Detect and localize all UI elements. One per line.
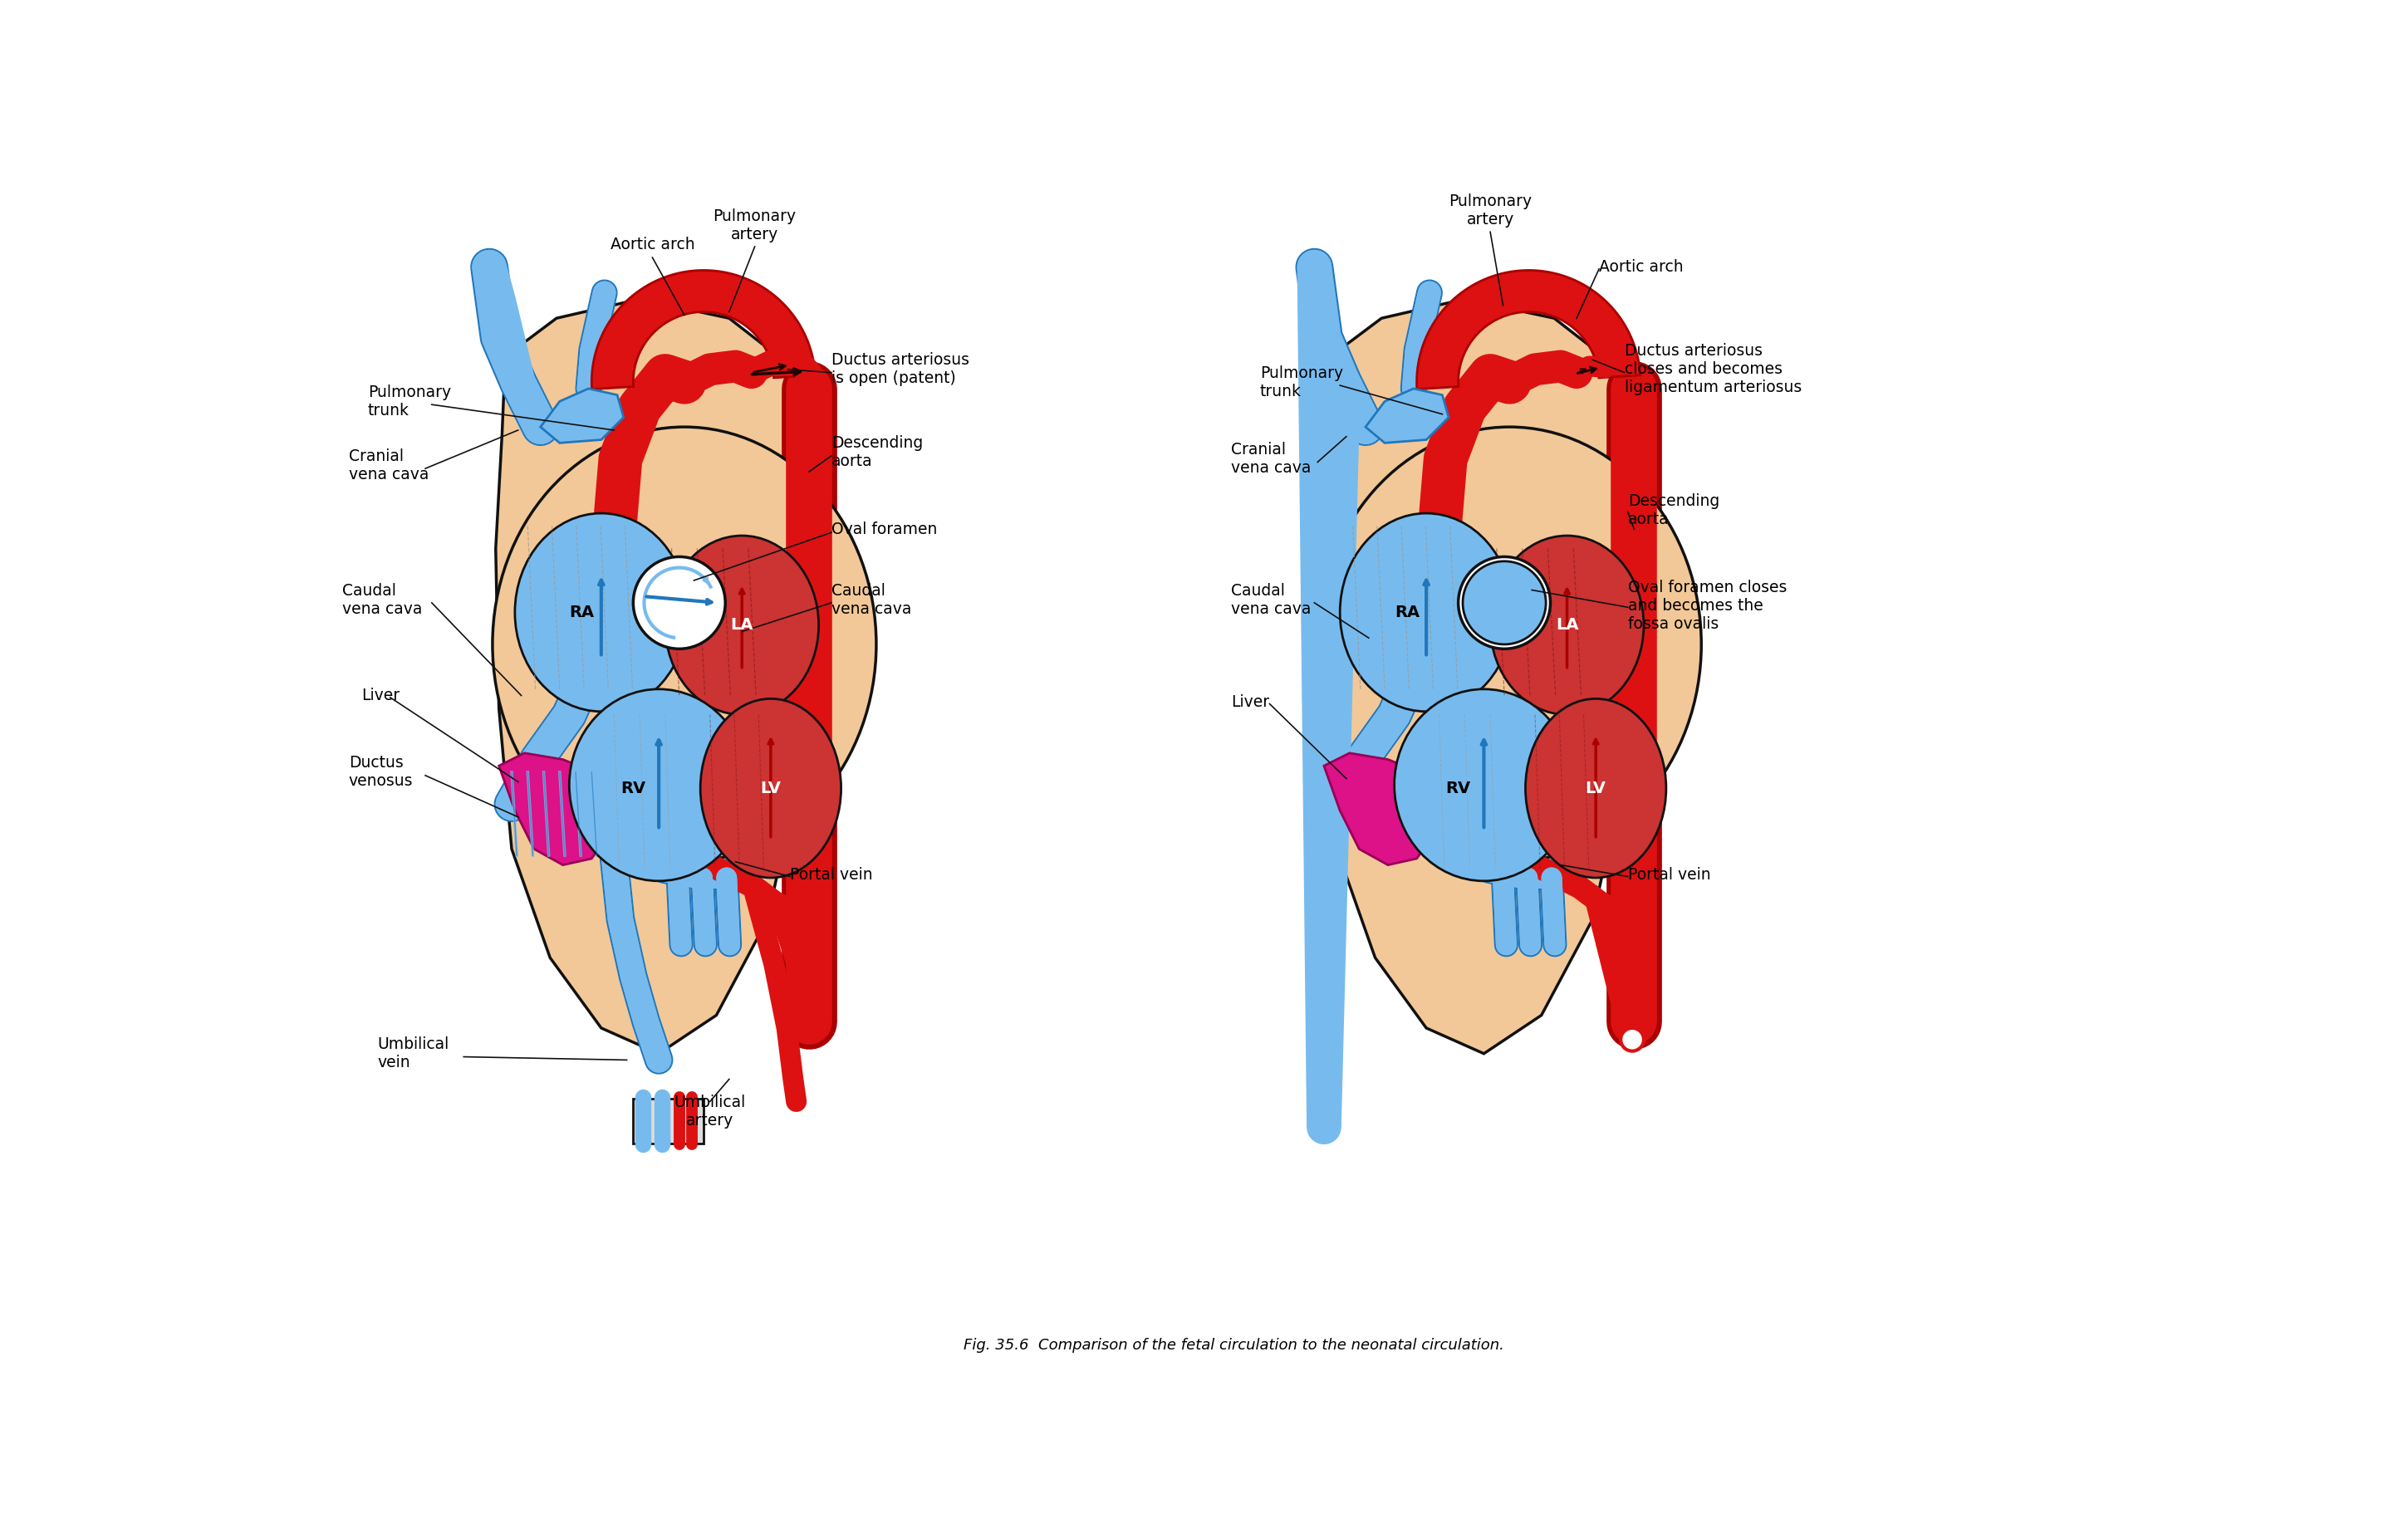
Text: Oval foramen closes
and becomes the
fossa ovalis: Oval foramen closes and becomes the foss… bbox=[1628, 579, 1787, 632]
Polygon shape bbox=[1320, 299, 1640, 1053]
Text: Descending
aorta: Descending aorta bbox=[1628, 494, 1719, 527]
Polygon shape bbox=[633, 1098, 703, 1144]
Text: Umbilical
artery: Umbilical artery bbox=[674, 1095, 746, 1128]
Text: Cranial
vena cava: Cranial vena cava bbox=[349, 448, 429, 483]
Ellipse shape bbox=[494, 428, 877, 862]
Text: Pulmonary
artery: Pulmonary artery bbox=[713, 208, 797, 242]
Text: Ductus arteriosus
is open (patent): Ductus arteriosus is open (patent) bbox=[831, 353, 970, 386]
Ellipse shape bbox=[1317, 428, 1702, 862]
Circle shape bbox=[1459, 556, 1551, 648]
Text: Umbilical
vein: Umbilical vein bbox=[378, 1036, 448, 1070]
Text: Caudal
vena cava: Caudal vena cava bbox=[1230, 583, 1312, 616]
Text: Portal vein: Portal vein bbox=[790, 866, 872, 883]
Text: RA: RA bbox=[1394, 604, 1421, 621]
Ellipse shape bbox=[701, 699, 840, 878]
Ellipse shape bbox=[1339, 514, 1512, 711]
Circle shape bbox=[1621, 1029, 1645, 1052]
Circle shape bbox=[633, 556, 725, 648]
Text: Aortic arch: Aortic arch bbox=[1599, 259, 1683, 274]
Text: LA: LA bbox=[730, 618, 754, 633]
Text: Pulmonary
trunk: Pulmonary trunk bbox=[1259, 365, 1344, 399]
Polygon shape bbox=[539, 388, 624, 443]
Circle shape bbox=[1462, 561, 1546, 644]
Text: Cranial
vena cava: Cranial vena cava bbox=[1230, 442, 1312, 475]
Ellipse shape bbox=[665, 535, 819, 714]
Polygon shape bbox=[1324, 753, 1435, 865]
Text: Fig. 35.6  Comparison of the fetal circulation to the neonatal circulation.: Fig. 35.6 Comparison of the fetal circul… bbox=[963, 1338, 1505, 1352]
Polygon shape bbox=[1365, 388, 1450, 443]
Text: LV: LV bbox=[1584, 780, 1606, 796]
Ellipse shape bbox=[515, 514, 689, 711]
Text: RV: RV bbox=[621, 780, 645, 796]
Polygon shape bbox=[592, 270, 816, 389]
Text: Descending
aorta: Descending aorta bbox=[831, 435, 922, 469]
Text: RV: RV bbox=[1445, 780, 1471, 796]
Polygon shape bbox=[498, 753, 612, 865]
Text: Pulmonary
trunk: Pulmonary trunk bbox=[368, 385, 450, 419]
Text: RA: RA bbox=[571, 604, 595, 621]
Text: Ductus arteriosus
closes and becomes
ligamentum arteriosus: Ductus arteriosus closes and becomes lig… bbox=[1625, 343, 1801, 396]
Text: Liver: Liver bbox=[361, 688, 400, 704]
Text: Liver: Liver bbox=[1230, 694, 1269, 710]
Text: Oval foramen: Oval foramen bbox=[831, 521, 937, 537]
Text: LA: LA bbox=[1556, 618, 1577, 633]
Text: Aortic arch: Aortic arch bbox=[609, 236, 694, 253]
Text: Pulmonary
artery: Pulmonary artery bbox=[1450, 193, 1531, 228]
Ellipse shape bbox=[1394, 690, 1572, 881]
Text: Ductus
venosus: Ductus venosus bbox=[349, 756, 412, 789]
Ellipse shape bbox=[1491, 535, 1645, 714]
Text: LV: LV bbox=[761, 780, 780, 796]
Text: Caudal
vena cava: Caudal vena cava bbox=[831, 583, 913, 616]
Ellipse shape bbox=[1524, 699, 1666, 878]
Text: Caudal
vena cava: Caudal vena cava bbox=[342, 583, 421, 616]
Polygon shape bbox=[496, 299, 816, 1053]
Ellipse shape bbox=[568, 690, 749, 881]
Text: Portal vein: Portal vein bbox=[1628, 866, 1710, 883]
Polygon shape bbox=[1416, 270, 1640, 389]
